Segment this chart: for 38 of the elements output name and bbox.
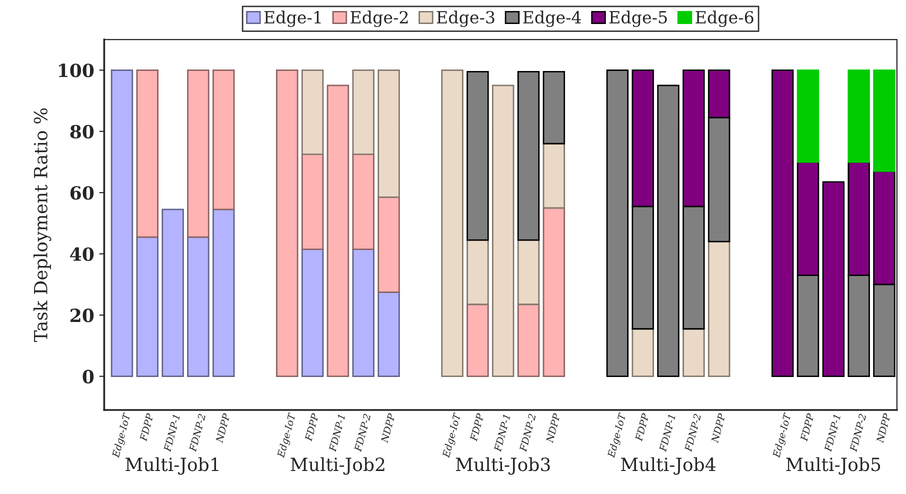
text: Multi-Job4 <box>621 457 716 475</box>
x-tick-label: FDNP-2 <box>684 414 702 452</box>
x-tick-label: NDPP <box>380 412 396 444</box>
x-tick-label: FDNP-1 <box>824 414 841 452</box>
legend-label: Edge-3 <box>436 10 494 28</box>
x-tick-label: FDNP-1 <box>163 414 180 452</box>
y-tick-label: 100 <box>58 64 94 78</box>
legend-label: Edge-6 <box>696 10 754 28</box>
x-tick-label: FDNP-1 <box>494 414 510 452</box>
x-tick-label: FDPP <box>304 412 319 442</box>
x-tick-label: FDNP-2 <box>519 414 536 452</box>
x-tick-label: NDPP <box>710 412 726 444</box>
y-tick-label: 0 <box>82 370 94 384</box>
x-tick-label: FDPP <box>800 412 814 442</box>
y-tick-label: 60 <box>70 186 94 200</box>
x-tick-label: FDPP <box>470 412 484 442</box>
text: Multi-Job5 <box>786 457 880 475</box>
legend-label: Edge-4 <box>523 10 581 28</box>
x-tick-label: FDNP-2 <box>849 414 866 452</box>
legend-label: Edge-5 <box>609 10 667 28</box>
legend-label: Edge-1 <box>264 10 321 28</box>
text: Multi-Job1 <box>126 457 218 475</box>
x-tick-label: FDNP-2 <box>188 414 206 452</box>
x-tick-label: FDPP <box>140 412 154 442</box>
x-tick-label: NDPP <box>216 412 230 444</box>
x-tick-label: NDPP <box>546 412 560 444</box>
text: Multi-Job3 <box>456 457 550 475</box>
x-tick-label: NDPP <box>876 412 891 444</box>
y-tick-label: 80 <box>70 124 94 138</box>
legend-label: Edge-2 <box>350 10 408 28</box>
x-tick-label: FDNP-1 <box>328 414 346 452</box>
y-tick-label: 20 <box>70 308 94 322</box>
y-tick-label: 40 <box>70 247 94 261</box>
x-tick-label: FDPP <box>634 412 650 442</box>
text: Multi-Job2 <box>290 457 384 475</box>
x-tick-label: FDNP-2 <box>354 414 371 452</box>
y-axis-title: Task Deployment Ratio % <box>33 108 52 342</box>
x-tick-label: FDNP-1 <box>658 414 676 452</box>
